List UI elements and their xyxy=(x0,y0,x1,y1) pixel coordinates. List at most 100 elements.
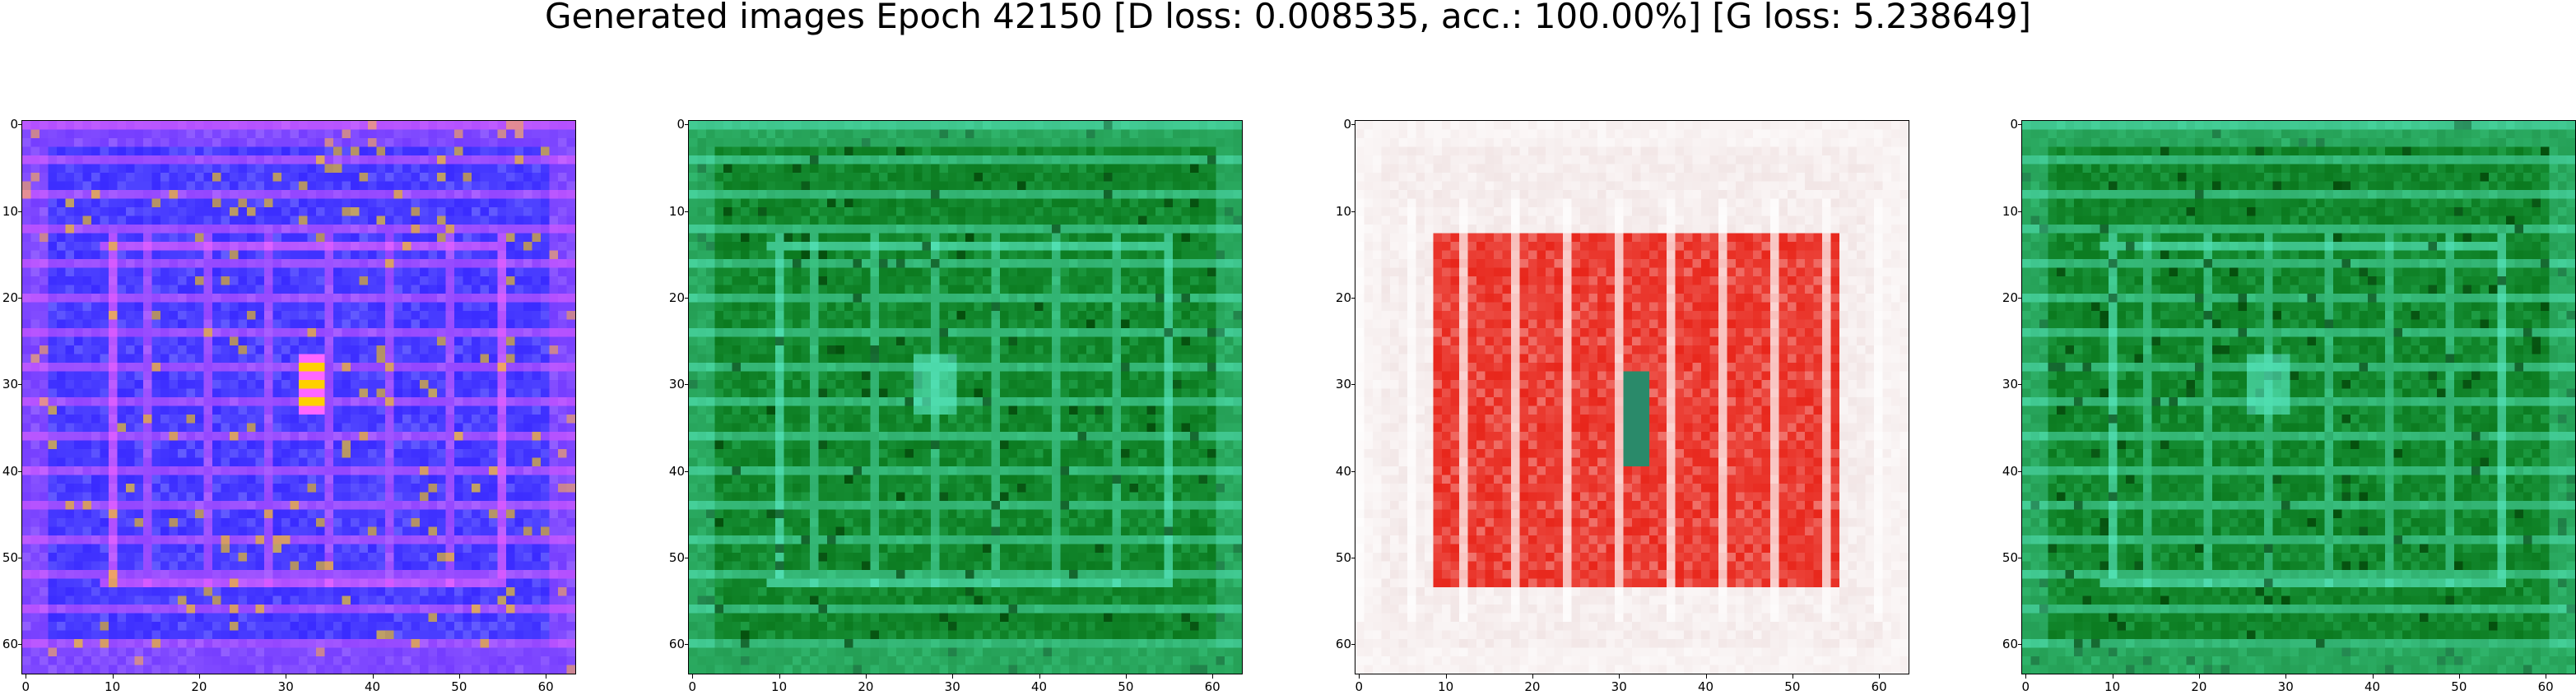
y-tick-mark xyxy=(2018,124,2022,126)
y-tick-label: 20 xyxy=(2,290,18,305)
y-tick-mark xyxy=(1351,297,1355,299)
y-tick-label: 40 xyxy=(668,463,685,479)
x-tick-label: 30 xyxy=(944,679,960,694)
y-tick-label: 0 xyxy=(10,117,18,132)
x-tick-label: 40 xyxy=(2364,679,2381,694)
x-tick-label: 60 xyxy=(1871,679,1887,694)
y-tick-mark xyxy=(1351,211,1355,212)
generated-image-2 xyxy=(688,120,1243,674)
generated-image-panel-2: 0 0 10 10 20 20 30 30 40 40 50 50 60 60 xyxy=(667,0,1243,695)
y-tick-mark xyxy=(18,124,22,126)
y-tick-mark xyxy=(2018,297,2022,299)
x-tick-label: 0 xyxy=(688,679,697,694)
x-tick-label: 60 xyxy=(2537,679,2554,694)
y-tick-label: 20 xyxy=(2002,290,2018,305)
x-tick-label: 40 xyxy=(1697,679,1714,694)
generated-image-canvas xyxy=(2022,121,2575,674)
x-tick-mark xyxy=(1619,674,1620,679)
generated-image-3 xyxy=(1355,120,1909,674)
x-tick-mark xyxy=(2025,674,2027,679)
y-tick-label: 10 xyxy=(2002,203,2018,219)
generated-image-panel-1: 0 0 10 10 20 20 30 30 40 40 50 50 60 60 xyxy=(0,0,576,695)
x-tick-mark xyxy=(372,674,374,679)
y-tick-label: 60 xyxy=(668,637,685,652)
x-tick-label: 40 xyxy=(364,679,381,694)
x-tick-mark xyxy=(2285,674,2287,679)
x-tick-label: 60 xyxy=(537,679,554,694)
x-tick-label: 10 xyxy=(771,679,788,694)
x-tick-label: 40 xyxy=(1030,679,1048,694)
y-tick-label: 60 xyxy=(1335,637,1351,652)
generated-image-panel-4: 0 0 10 10 20 20 30 30 40 40 50 50 60 60 xyxy=(2000,0,2576,695)
y-tick-label: 10 xyxy=(2,203,18,219)
x-tick-label: 30 xyxy=(2277,679,2294,694)
y-tick-label: 50 xyxy=(1335,549,1351,565)
x-tick-mark xyxy=(1125,674,1127,679)
generated-image-1 xyxy=(21,120,576,674)
y-tick-label: 40 xyxy=(2002,463,2018,479)
y-tick-mark xyxy=(685,211,689,212)
y-tick-mark xyxy=(1351,124,1355,126)
x-tick-label: 50 xyxy=(2451,679,2467,694)
x-tick-mark xyxy=(1705,674,1707,679)
y-tick-mark xyxy=(18,644,22,646)
y-tick-label: 50 xyxy=(2,549,18,565)
x-tick-mark xyxy=(198,674,200,679)
x-tick-mark xyxy=(1212,674,1214,679)
y-tick-mark xyxy=(2018,644,2022,646)
y-tick-label: 0 xyxy=(677,117,685,132)
y-tick-mark xyxy=(2018,470,2022,472)
y-tick-mark xyxy=(1351,644,1355,646)
x-tick-label: 30 xyxy=(1611,679,1627,694)
y-tick-mark xyxy=(1351,470,1355,472)
y-tick-mark xyxy=(685,470,689,472)
x-tick-mark xyxy=(952,674,954,679)
x-tick-label: 10 xyxy=(1438,679,1454,694)
x-tick-label: 0 xyxy=(1355,679,1364,694)
y-tick-label: 30 xyxy=(2002,377,2018,392)
x-tick-label: 20 xyxy=(2191,679,2207,694)
x-tick-label: 20 xyxy=(1524,679,1541,694)
y-tick-label: 0 xyxy=(2010,117,2018,132)
y-tick-mark xyxy=(685,124,689,126)
x-tick-mark xyxy=(2372,674,2374,679)
y-tick-mark xyxy=(18,470,22,472)
generated-image-panel-3: 0 0 10 10 20 20 30 30 40 40 50 50 60 60 xyxy=(1333,0,1909,695)
x-tick-label: 0 xyxy=(21,679,30,694)
x-tick-label: 50 xyxy=(1118,679,1134,694)
x-tick-label: 50 xyxy=(451,679,467,694)
x-tick-label: 30 xyxy=(277,679,294,694)
y-tick-mark xyxy=(2018,211,2022,212)
x-tick-mark xyxy=(779,674,780,679)
x-tick-mark xyxy=(458,674,460,679)
figure-title: Generated images Epoch 42150 [D loss: 0.… xyxy=(544,0,2032,36)
y-tick-label: 20 xyxy=(1335,290,1351,305)
y-tick-label: 40 xyxy=(2,463,18,479)
y-tick-mark xyxy=(685,384,689,386)
y-tick-label: 10 xyxy=(1335,203,1351,219)
x-tick-mark xyxy=(112,674,114,679)
x-tick-label: 0 xyxy=(2021,679,2030,694)
generated-image-canvas xyxy=(689,121,1242,674)
y-tick-label: 60 xyxy=(2,637,18,652)
y-tick-label: 40 xyxy=(1335,463,1351,479)
x-tick-label: 10 xyxy=(105,679,121,694)
y-tick-label: 50 xyxy=(2002,549,2018,565)
y-tick-label: 60 xyxy=(2002,637,2018,652)
y-tick-label: 30 xyxy=(2,377,18,392)
x-tick-label: 20 xyxy=(858,679,874,694)
x-tick-label: 60 xyxy=(1204,679,1221,694)
x-tick-mark xyxy=(1039,674,1040,679)
y-tick-mark xyxy=(1351,384,1355,386)
y-tick-label: 0 xyxy=(1343,117,1351,132)
x-tick-mark xyxy=(1879,674,1881,679)
generated-image-canvas xyxy=(1355,121,1909,674)
x-tick-mark xyxy=(2198,674,2200,679)
y-tick-label: 50 xyxy=(668,549,685,565)
y-tick-label: 30 xyxy=(668,377,685,392)
y-tick-mark xyxy=(2018,384,2022,386)
y-tick-label: 10 xyxy=(668,203,685,219)
y-tick-mark xyxy=(685,297,689,299)
x-tick-mark xyxy=(2458,674,2460,679)
y-tick-label: 30 xyxy=(1335,377,1351,392)
